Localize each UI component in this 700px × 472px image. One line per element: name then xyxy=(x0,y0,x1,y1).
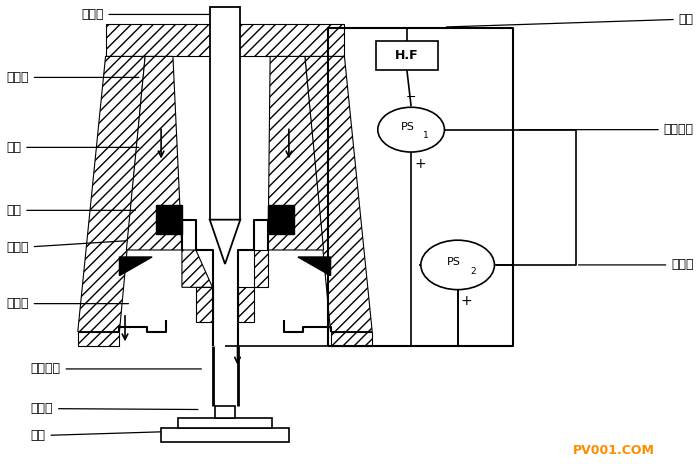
Text: 冷却水: 冷却水 xyxy=(6,241,125,254)
Text: H.F: H.F xyxy=(395,49,419,62)
Text: PS: PS xyxy=(400,122,414,132)
Text: 钨电极: 钨电极 xyxy=(81,8,222,21)
Polygon shape xyxy=(254,250,268,287)
Polygon shape xyxy=(237,287,254,322)
Bar xyxy=(210,8,240,219)
Polygon shape xyxy=(305,57,372,332)
Polygon shape xyxy=(210,219,240,264)
Polygon shape xyxy=(127,57,182,250)
Polygon shape xyxy=(182,250,213,287)
Text: 高频: 高频 xyxy=(447,13,694,27)
Bar xyxy=(161,428,289,442)
Text: PS: PS xyxy=(447,257,461,267)
Bar xyxy=(215,406,235,418)
Bar xyxy=(377,41,438,70)
Text: +: + xyxy=(461,295,473,308)
Polygon shape xyxy=(330,332,372,346)
Text: +: + xyxy=(414,157,426,171)
Text: 粉末: 粉末 xyxy=(6,141,139,154)
Text: 屏蔽气: 屏蔽气 xyxy=(6,297,129,310)
Polygon shape xyxy=(120,257,152,276)
Text: 喷嘴: 喷嘴 xyxy=(6,204,135,217)
Circle shape xyxy=(378,107,444,152)
Text: 离子气: 离子气 xyxy=(6,71,139,84)
Polygon shape xyxy=(78,57,145,332)
Text: 主电源: 主电源 xyxy=(578,258,694,271)
Text: 1: 1 xyxy=(423,131,428,140)
Polygon shape xyxy=(298,257,330,276)
Text: 等离子体: 等离子体 xyxy=(31,362,202,375)
Bar xyxy=(268,205,295,234)
Text: 辅助电源: 辅助电源 xyxy=(519,123,694,136)
Text: PV001.COM: PV001.COM xyxy=(573,444,654,457)
Polygon shape xyxy=(268,57,323,250)
Circle shape xyxy=(421,240,494,290)
Bar xyxy=(155,205,182,234)
Text: −: − xyxy=(406,91,416,103)
Polygon shape xyxy=(106,24,344,57)
Text: 喷焊层: 喷焊层 xyxy=(31,402,198,415)
Text: 2: 2 xyxy=(471,267,477,276)
Text: 基材: 基材 xyxy=(31,429,186,442)
Polygon shape xyxy=(78,332,120,346)
Polygon shape xyxy=(196,287,213,322)
Bar xyxy=(178,418,272,428)
